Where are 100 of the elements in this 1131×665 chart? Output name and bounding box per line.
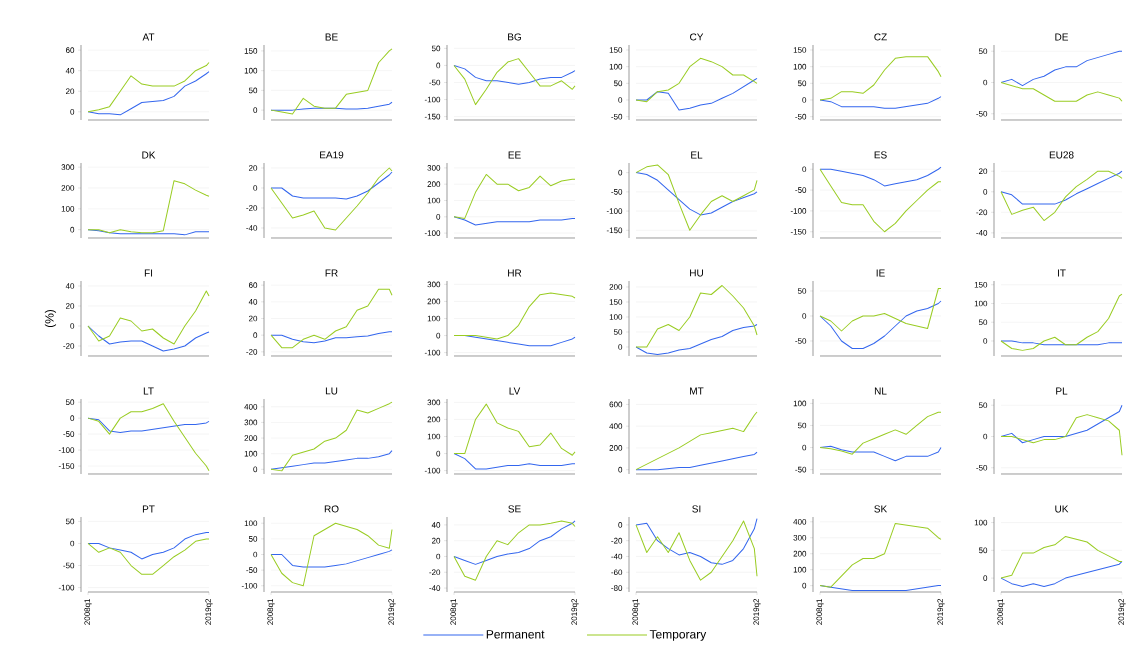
y-tick-label: 100 <box>427 433 441 440</box>
y-tick-label: 200 <box>609 445 623 451</box>
y-tick-label: -100 <box>424 96 441 103</box>
y-tick-label: 300 <box>61 164 75 170</box>
y-tick-label: 50 <box>978 402 988 409</box>
y-tick-label: 50 <box>978 319 988 326</box>
y-tick-label: 200 <box>427 416 441 423</box>
y-tick-label: -40 <box>976 230 988 236</box>
y-tick-label: 300 <box>244 419 258 426</box>
chart-title: PL <box>1056 387 1068 395</box>
y-tick-label: 0 <box>618 466 623 473</box>
y-tick-label: 400 <box>609 423 623 430</box>
chart-title: EU28 <box>1049 151 1074 159</box>
x-tick-label: 2008q1 <box>84 598 92 625</box>
y-tick-label: 0 <box>618 97 623 103</box>
y-tick-label: 150 <box>609 47 623 53</box>
chart-title: FI <box>144 269 153 277</box>
y-tick-label: 50 <box>248 87 258 94</box>
y-tick-label: 20 <box>248 315 258 322</box>
y-tick-label: 50 <box>613 80 623 87</box>
line-series <box>1000 170 1123 222</box>
y-tick-label: -150 <box>424 113 441 120</box>
y-tick-label: 20 <box>65 303 75 309</box>
y-tick-label: -150 <box>790 228 807 235</box>
chart-title: DE <box>1055 33 1069 41</box>
x-tick-label: 2008q1 <box>450 598 458 625</box>
y-tick-label: 50 <box>248 536 258 542</box>
chart-title: AT <box>142 33 155 41</box>
y-tick-label: 0 <box>70 108 75 115</box>
chart-title: EA19 <box>320 151 344 159</box>
y-tick-label: 0 <box>253 466 258 473</box>
y-tick-label: -50 <box>63 562 75 569</box>
y-tick-label: 0 <box>802 444 807 451</box>
y-tick-label: -40 <box>246 225 258 231</box>
chart-title: UK <box>1055 505 1069 513</box>
line-series <box>635 57 758 103</box>
y-tick-label: 0 <box>983 188 988 195</box>
y-tick-label: 40 <box>248 299 258 305</box>
y-tick-label: 0 <box>802 313 807 319</box>
chart-title: MT <box>690 387 704 395</box>
y-tick-label: 0 <box>983 575 988 581</box>
x-tick-label: 2019q2 <box>388 598 396 625</box>
line-series <box>87 290 210 345</box>
y-tick-label: 100 <box>244 67 258 74</box>
chart-title: FR <box>325 269 338 277</box>
line-series <box>453 173 576 219</box>
chart-title: NL <box>874 387 887 395</box>
y-tick-label: 0 <box>70 415 75 421</box>
y-tick-label: 0 <box>802 582 807 589</box>
y-tick-label: 50 <box>65 399 75 406</box>
y-tick-label: 0 <box>618 344 623 350</box>
y-tick-label: 0 <box>983 433 988 440</box>
y-tick-label: -100 <box>424 467 441 474</box>
x-tick-label: 2019q2 <box>571 598 579 625</box>
y-tick-label: 0 <box>436 450 441 457</box>
chart-title: BE <box>325 33 338 41</box>
y-tick-label: -20 <box>976 209 988 216</box>
line-series <box>453 403 576 456</box>
y-tick-label: -20 <box>246 205 258 211</box>
y-tick-label: 300 <box>427 399 441 406</box>
y-tick-label: -20 <box>246 349 258 355</box>
y-tick-label: -40 <box>611 553 623 560</box>
y-tick-label: 300 <box>427 281 441 288</box>
line-series <box>1000 293 1123 351</box>
y-tick-label: -50 <box>63 431 75 437</box>
chart-title: SK <box>874 505 888 513</box>
y-tick-label: 50 <box>978 48 988 55</box>
line-series <box>453 520 576 565</box>
line-series <box>453 58 576 106</box>
y-tick-label: 100 <box>974 519 988 526</box>
y-tick-label: 100 <box>609 314 623 320</box>
y-tick-label: 20 <box>65 88 75 95</box>
chart-title: LU <box>325 387 338 395</box>
y-tick-label: 300 <box>793 534 807 541</box>
x-tick-label: 2008q1 <box>632 598 640 625</box>
y-tick-label: 50 <box>797 422 807 429</box>
chart-title: IT <box>1057 269 1066 277</box>
line-series <box>819 300 942 349</box>
y-tick-label: -100 <box>58 584 75 591</box>
chart-title: LT <box>143 387 154 395</box>
y-tick-label: -20 <box>429 569 441 576</box>
line-series <box>87 180 210 234</box>
y-tick-label: -80 <box>611 585 623 591</box>
chart-title: SI <box>692 505 701 513</box>
y-tick-label: 0 <box>983 79 988 86</box>
y-tick-label: 0 <box>70 540 75 547</box>
y-axis-title: (%) <box>44 309 57 328</box>
y-tick-label: -50 <box>611 113 623 120</box>
y-tick-label: 20 <box>248 165 258 171</box>
y-tick-label: 100 <box>974 300 988 307</box>
line-series <box>87 403 210 472</box>
chart-title: HU <box>690 269 703 277</box>
y-tick-label: 100 <box>244 450 258 457</box>
y-tick-label: 200 <box>61 185 75 191</box>
y-tick-label: -100 <box>790 208 807 214</box>
y-tick-label: -150 <box>606 227 623 234</box>
line-series <box>270 450 393 470</box>
y-tick-label: -60 <box>611 569 623 576</box>
x-tick-label: 2008q1 <box>816 598 824 625</box>
line-series <box>819 411 942 455</box>
